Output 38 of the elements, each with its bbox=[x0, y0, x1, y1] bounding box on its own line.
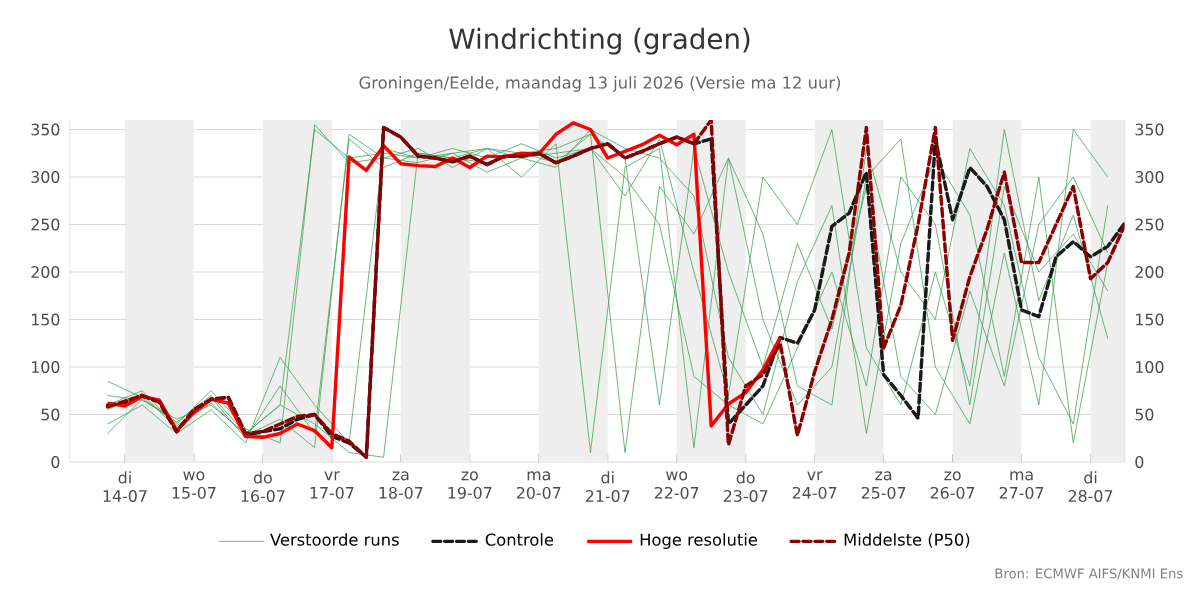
x-tick-label: wo 15-07 bbox=[172, 471, 216, 499]
x-tick-label: za 25-07 bbox=[861, 471, 906, 499]
legend-label: Verstoorde runs bbox=[270, 533, 399, 546]
x-tick-label: zo 26-07 bbox=[930, 471, 975, 499]
x-tick-label: di 14-07 bbox=[103, 471, 147, 502]
y-tick-label: 200 bbox=[31, 266, 60, 278]
legend-label: Middelste (P50) bbox=[844, 533, 970, 548]
x-tick-label: do 23-07 bbox=[723, 471, 768, 502]
x-tick-label: zo 19-07 bbox=[448, 471, 492, 499]
y2-tick-label: 350 bbox=[1135, 123, 1164, 136]
legend-label: Hoge resolutie bbox=[640, 533, 758, 549]
x-tick-label: wo 22-07 bbox=[654, 471, 699, 499]
y-tick-label: 300 bbox=[31, 171, 60, 183]
y-tick-label: 150 bbox=[31, 313, 60, 326]
x-tick-label: ma 27-07 bbox=[999, 471, 1044, 499]
y2-tick-label: 50 bbox=[1135, 408, 1154, 421]
y2-tick-label: 200 bbox=[1135, 266, 1164, 278]
y2-tick-label: 0 bbox=[1135, 456, 1144, 468]
y2-tick-label: 250 bbox=[1135, 218, 1164, 231]
y2-tick-label: 100 bbox=[1136, 361, 1164, 373]
legend-label: Controle bbox=[485, 533, 554, 546]
x-tick-label: ma 20-07 bbox=[516, 471, 561, 499]
x-tick-label: di 21-07 bbox=[585, 471, 630, 502]
x-tick-label: vr 17-07 bbox=[310, 471, 354, 499]
x-tick-label: vr 24-07 bbox=[792, 471, 837, 499]
x-tick-label: di 28-07 bbox=[1068, 471, 1113, 502]
y-tick-label: 250 bbox=[31, 218, 60, 231]
y-tick-label: 100 bbox=[31, 361, 60, 373]
x-tick-label: za 18-07 bbox=[379, 471, 423, 499]
chart-title: Windrichting (graden) bbox=[449, 27, 750, 55]
y2-tick-label: 150 bbox=[1136, 313, 1164, 326]
y-tick-label: 350 bbox=[31, 123, 60, 136]
y-tick-label: 0 bbox=[51, 456, 60, 468]
y-tick-label: 50 bbox=[41, 408, 60, 421]
y2-tick-label: 300 bbox=[1135, 171, 1164, 183]
chart-subtitle: Groningen/Eelde, maandag 13 juli 2026 (Versie ma 12 uur) bbox=[359, 76, 841, 92]
x-tick-label: do 16-07 bbox=[241, 471, 285, 502]
text: Bron: ECMWF AIFS/KNMI Ens bbox=[995, 568, 1183, 580]
